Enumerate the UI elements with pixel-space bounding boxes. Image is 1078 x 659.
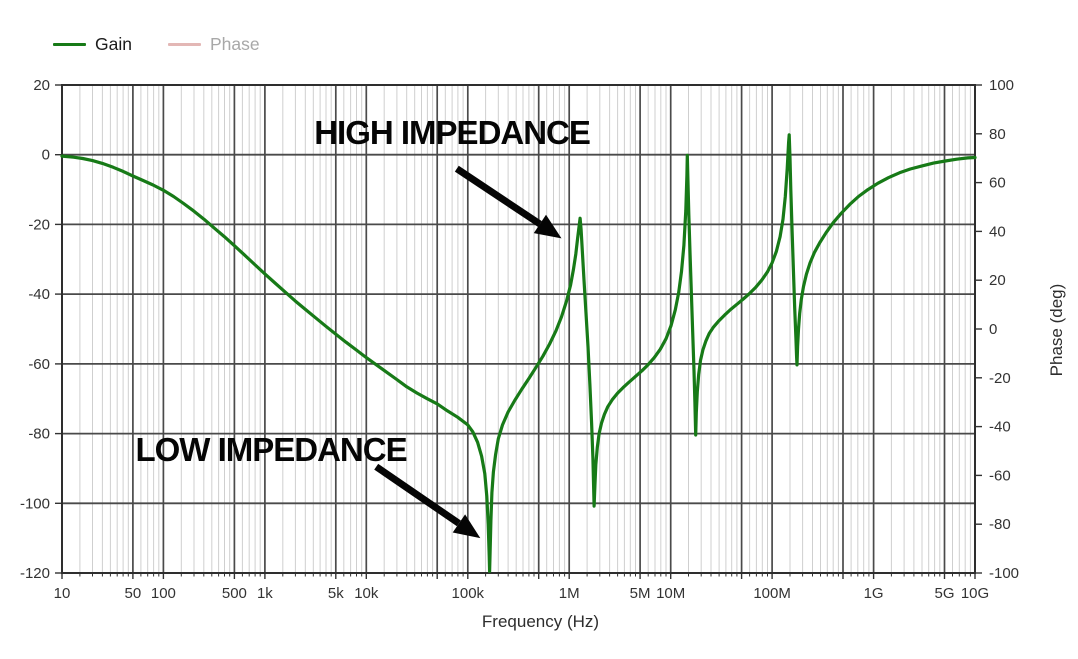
svg-text:-80: -80	[28, 426, 50, 443]
svg-text:1k: 1k	[257, 585, 273, 602]
svg-text:1M: 1M	[559, 585, 580, 602]
svg-text:-60: -60	[28, 356, 50, 373]
svg-text:80: 80	[989, 126, 1006, 143]
svg-text:5M: 5M	[630, 585, 651, 602]
svg-text:0: 0	[42, 147, 50, 164]
svg-text:60: 60	[989, 175, 1006, 192]
svg-text:100M: 100M	[753, 585, 791, 602]
legend-item-gain[interactable]: Gain	[53, 34, 132, 55]
chart-legend: Gain Phase	[53, 34, 260, 55]
svg-text:-20: -20	[989, 370, 1011, 387]
svg-text:5G: 5G	[934, 585, 954, 602]
svg-text:-100: -100	[20, 495, 50, 512]
svg-text:-40: -40	[28, 286, 50, 303]
svg-text:500: 500	[222, 585, 247, 602]
svg-text:20: 20	[989, 272, 1006, 289]
gain-line-swatch	[53, 42, 86, 47]
svg-text:50: 50	[125, 585, 142, 602]
svg-text:10G: 10G	[961, 585, 989, 602]
svg-text:-20: -20	[28, 216, 50, 233]
legend-item-phase[interactable]: Phase	[167, 34, 260, 55]
svg-text:-80: -80	[989, 516, 1011, 533]
svg-text:-100: -100	[989, 565, 1019, 582]
svg-text:-40: -40	[989, 419, 1011, 436]
svg-text:100: 100	[989, 77, 1014, 94]
svg-text:10k: 10k	[354, 585, 379, 602]
svg-text:Frequency (Hz): Frequency (Hz)	[482, 612, 599, 631]
svg-text:100k: 100k	[452, 585, 485, 602]
phase-legend-label: Phase	[209, 34, 260, 54]
phase-line-swatch	[167, 42, 201, 47]
gain-legend-label: Gain	[95, 34, 132, 54]
svg-text:10: 10	[54, 585, 71, 602]
svg-text:1G: 1G	[864, 585, 884, 602]
svg-text:100: 100	[151, 585, 176, 602]
svg-text:5k: 5k	[328, 585, 344, 602]
svg-text:-60: -60	[989, 467, 1011, 484]
annotation-high-impedance: HIGH IMPEDANCE	[314, 114, 591, 152]
annotation-low-impedance: LOW IMPEDANCE	[135, 431, 407, 469]
svg-text:10M: 10M	[656, 585, 685, 602]
svg-text:Phase (deg): Phase (deg)	[1047, 284, 1066, 377]
svg-text:40: 40	[989, 223, 1006, 240]
svg-text:20: 20	[33, 77, 50, 94]
svg-text:0: 0	[989, 321, 997, 338]
svg-text:-120: -120	[20, 565, 50, 582]
